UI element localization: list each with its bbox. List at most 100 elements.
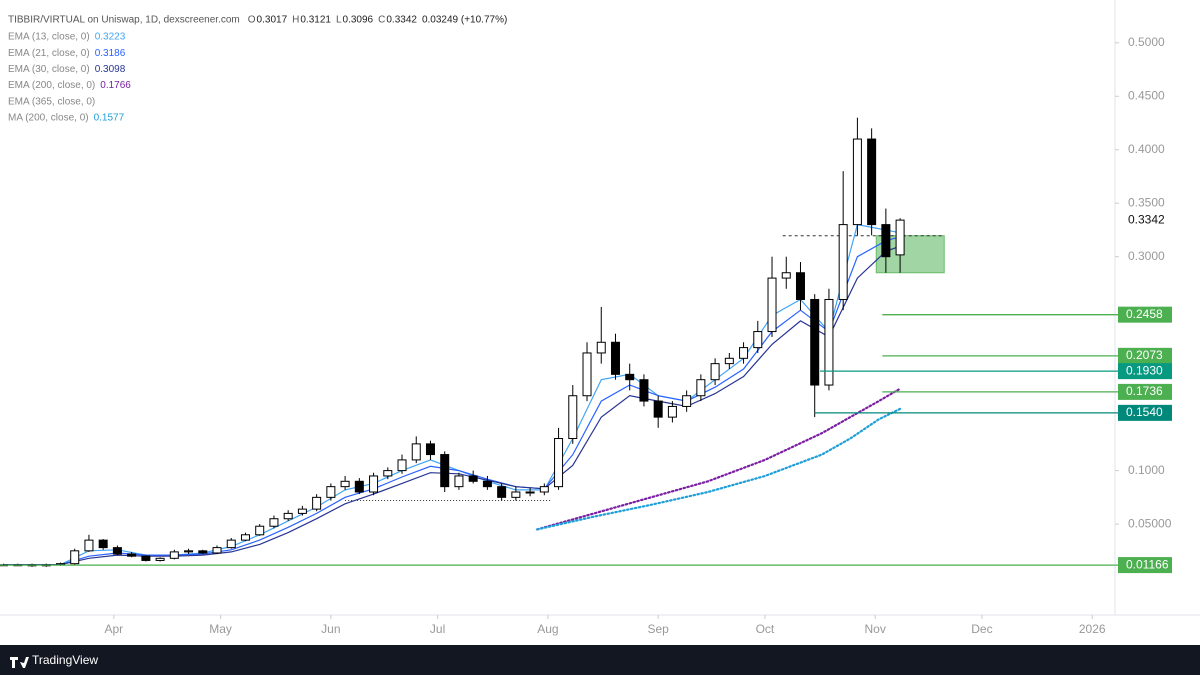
ohlc-value: 0.3121 xyxy=(300,15,331,26)
last-price: 0.3342 xyxy=(1128,212,1165,226)
candle-body xyxy=(283,512,293,520)
level-label-bg xyxy=(1118,363,1172,380)
ohlc-key: L xyxy=(336,15,342,26)
candle-body xyxy=(169,551,179,559)
level-label: 0.2458 xyxy=(1126,307,1163,321)
x-tick-label: 2026 xyxy=(1079,622,1106,636)
ohlc-key: H xyxy=(292,15,299,26)
x-tick-label: Jul xyxy=(430,622,445,636)
indicator-name: EMA (365, close, 0) xyxy=(8,96,95,107)
level-label-bg xyxy=(1118,347,1172,364)
y-tick-label: 0.4500 xyxy=(1128,88,1165,102)
level-label: 0.2073 xyxy=(1126,348,1163,362)
level-label-bg xyxy=(1118,383,1172,400)
candle-body xyxy=(810,298,820,386)
candle-body xyxy=(639,379,649,402)
x-tick-label: Dec xyxy=(971,622,992,636)
level-label: 0.01166 xyxy=(1126,557,1169,571)
candle-body xyxy=(425,443,435,456)
candle-body xyxy=(326,486,336,498)
candle-body xyxy=(596,341,606,354)
ma-line xyxy=(536,387,902,531)
footer-bar xyxy=(0,645,1200,675)
y-tick-label: 0.05000 xyxy=(1128,516,1172,530)
candle-body xyxy=(582,352,592,397)
x-tick-label: Sep xyxy=(647,622,669,636)
candle-body xyxy=(625,373,635,381)
candle-body xyxy=(682,395,692,407)
candle-body xyxy=(70,550,80,565)
ma-line xyxy=(3,236,901,566)
indicator-value: 0.3098 xyxy=(95,64,126,75)
candle-body xyxy=(184,550,194,553)
candle-body xyxy=(240,534,250,541)
header: TIBBIR/VIRTUAL on Uniswap, 1D, dexscreen… xyxy=(8,15,507,124)
y-tick-label: 0.3000 xyxy=(1128,249,1165,263)
candle-body xyxy=(112,547,122,555)
indicator-name: EMA (200, close, 0) xyxy=(8,80,95,91)
level-label: 0.1540 xyxy=(1126,405,1163,419)
candle-body xyxy=(852,138,862,226)
candle-body xyxy=(739,347,749,359)
candle-body xyxy=(397,459,407,472)
candle-body xyxy=(212,547,222,554)
x-tick-label: Apr xyxy=(105,622,124,636)
x-tick-label: May xyxy=(209,622,232,636)
candle-body xyxy=(141,555,151,561)
x-tick-label: Jun xyxy=(321,622,340,636)
y-tick-label: 0.4000 xyxy=(1128,142,1165,156)
x-tick-label: Nov xyxy=(865,622,886,636)
candle-body xyxy=(411,443,421,461)
candle-body xyxy=(767,277,777,333)
candle-body xyxy=(255,525,265,536)
indicator-name: EMA (13, close, 0) xyxy=(8,32,90,43)
level-label-bg xyxy=(1118,404,1172,421)
candle-body xyxy=(781,272,791,279)
change: 0.03249 (+10.77%) xyxy=(422,15,507,26)
candle-body xyxy=(753,331,763,349)
indicator-name: EMA (21, close, 0) xyxy=(8,48,90,59)
candle-body xyxy=(497,486,507,498)
y-tick-label: 0.1000 xyxy=(1128,463,1165,477)
level-label: 0.1930 xyxy=(1126,363,1163,377)
candle-body xyxy=(454,475,464,488)
level-label-bg xyxy=(1118,306,1172,323)
indicator-value: 0.1766 xyxy=(100,80,131,91)
y-tick-label: 0.3500 xyxy=(1128,195,1165,209)
candle-body xyxy=(568,395,578,440)
indicator-value: 0.3223 xyxy=(95,32,126,43)
indicator-value: 0.3186 xyxy=(95,48,126,59)
level-label-bg xyxy=(1118,557,1172,574)
indicator-name: MA (200, close, 0) xyxy=(8,113,89,124)
candle-body xyxy=(653,400,663,418)
ohlc-key: O xyxy=(248,15,256,26)
ma-line xyxy=(536,407,902,531)
candle-body xyxy=(539,486,549,493)
candle-body xyxy=(838,224,848,300)
candle-body xyxy=(610,341,620,375)
x-tick-label: Aug xyxy=(537,622,558,636)
candle-body xyxy=(354,480,364,493)
candle-body xyxy=(127,553,137,557)
logo xyxy=(10,657,29,668)
candle-body xyxy=(369,475,379,493)
candle-body xyxy=(895,219,905,256)
ohlc-value: 0.3096 xyxy=(343,15,374,26)
candle-body xyxy=(269,518,279,527)
y-tick-label: 0.5000 xyxy=(1128,35,1165,49)
x-tick-label: Oct xyxy=(756,622,775,636)
candle-body xyxy=(297,508,307,514)
ohlc-key: C xyxy=(378,15,385,26)
candle-body xyxy=(696,379,706,397)
ohlc-value: 0.3017 xyxy=(257,15,288,26)
candle-body xyxy=(710,363,720,381)
candle-body xyxy=(724,357,734,365)
candle-body xyxy=(525,491,535,494)
candle-body xyxy=(98,539,108,549)
candle-body xyxy=(84,539,94,552)
candle-body xyxy=(198,550,208,554)
candle-body xyxy=(340,480,350,488)
